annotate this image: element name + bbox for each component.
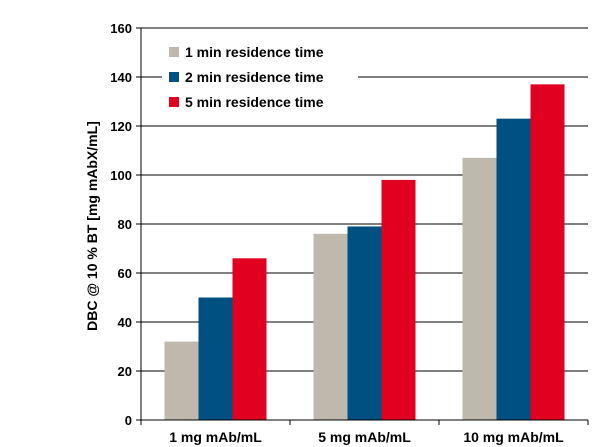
y-tick-label: 140 <box>110 70 132 85</box>
x-category-label: 1 mg mAb/mL <box>169 429 262 445</box>
y-tick-labels: 0 20 40 60 80 100 120 140 160 <box>110 21 132 428</box>
legend-swatch <box>169 47 179 57</box>
bar <box>232 258 267 420</box>
axes <box>136 27 589 425</box>
x-category-labels: 1 mg mAb/mL 5 mg mAb/mL 10 mg mAb/mL <box>169 429 564 445</box>
bars <box>164 84 565 421</box>
bar <box>198 297 233 420</box>
bar <box>496 118 531 421</box>
y-axis-title: DBC @ 10 % BT [mg mAbX/mL] <box>84 121 100 331</box>
bar <box>462 157 497 420</box>
x-category-label: 5 mg mAb/mL <box>318 429 411 445</box>
y-tick-label: 80 <box>118 217 132 232</box>
y-tick-label: 40 <box>118 315 132 330</box>
y-tick-label: 120 <box>110 119 132 134</box>
y-tick-label: 0 <box>125 413 132 428</box>
bar <box>347 226 382 420</box>
legend-label: 2 min residence time <box>185 69 324 85</box>
legend: 1 min residence time 2 min residence time… <box>162 38 358 117</box>
bar <box>530 84 565 420</box>
legend-swatch <box>169 72 179 82</box>
bar <box>381 179 416 420</box>
legend-label: 1 min residence time <box>185 44 324 60</box>
y-tick-label: 100 <box>110 168 132 183</box>
x-category-label: 10 mg mAb/mL <box>463 429 564 445</box>
y-tick-label: 160 <box>110 21 132 36</box>
bar <box>164 341 199 420</box>
y-tick-label: 20 <box>118 364 132 379</box>
bar <box>313 233 348 420</box>
legend-background <box>162 38 358 117</box>
legend-label: 5 min residence time <box>185 94 324 110</box>
legend-swatch <box>169 97 179 107</box>
y-tick-label: 60 <box>118 266 132 281</box>
